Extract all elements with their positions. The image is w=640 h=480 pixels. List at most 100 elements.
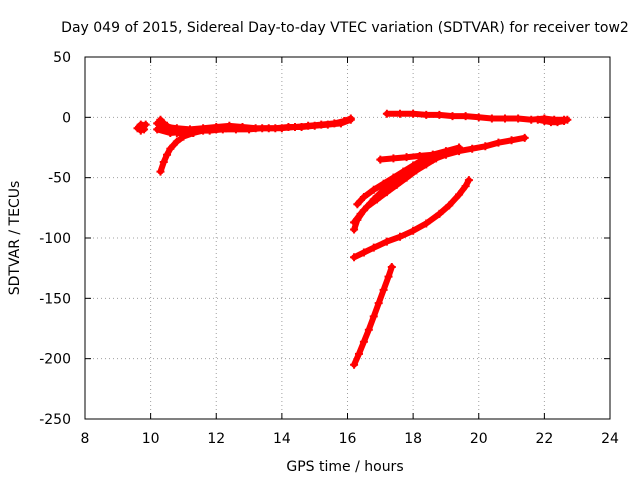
data-point — [507, 136, 516, 145]
x-tick-label: 12 — [207, 431, 225, 447]
data-point — [422, 219, 431, 228]
data-point — [159, 157, 168, 166]
data-point — [199, 126, 208, 135]
data-point — [310, 121, 319, 130]
x-tick-label: 18 — [404, 431, 422, 447]
data-point — [382, 188, 391, 197]
data-point — [409, 226, 418, 235]
data-point — [455, 190, 464, 199]
data-point — [464, 176, 473, 185]
series-track-7 — [533, 115, 569, 127]
data-point — [415, 151, 424, 160]
data-point — [163, 150, 172, 159]
series-track-5 — [156, 115, 198, 138]
data-point — [514, 114, 523, 123]
series-trace — [351, 155, 440, 226]
series-track-10 — [350, 154, 441, 227]
x-tick-label: 22 — [535, 431, 553, 447]
data-point — [374, 299, 383, 308]
data-point — [156, 167, 165, 176]
grid-lines — [85, 57, 610, 419]
series-track-13 — [350, 262, 396, 369]
data-point — [409, 109, 418, 118]
data-point — [445, 201, 454, 210]
data-point — [369, 312, 378, 321]
data-point — [501, 114, 509, 123]
data-point — [396, 109, 404, 118]
data-point — [350, 218, 359, 227]
data-point — [461, 182, 470, 191]
data-point — [136, 126, 145, 135]
data-point — [369, 243, 378, 252]
data-point — [412, 166, 421, 175]
x-tick-label: 20 — [470, 431, 488, 447]
data-point — [448, 112, 457, 121]
series-track-1 — [133, 120, 150, 135]
data-point — [258, 124, 267, 133]
y-tick-label: 50 — [53, 50, 71, 66]
data-point — [461, 112, 470, 121]
data-point — [323, 120, 332, 129]
data-point — [435, 110, 444, 119]
chart-title: Day 049 of 2015, Sidereal Day-to-day VTE… — [61, 20, 629, 36]
data-point — [350, 253, 359, 262]
data-point — [422, 110, 431, 119]
data-point — [520, 133, 529, 142]
x-tick-label: 10 — [142, 431, 160, 447]
x-tick-label: 8 — [81, 431, 90, 447]
data-point — [409, 161, 418, 170]
data-point — [428, 150, 437, 159]
data-point — [359, 248, 368, 257]
data-point — [540, 116, 549, 125]
data-point — [441, 148, 450, 157]
data-point — [212, 125, 221, 134]
data-point — [189, 129, 198, 138]
data-point — [553, 118, 562, 127]
data-point — [245, 125, 254, 134]
data-point — [346, 115, 355, 124]
axis-ticks: 8 10 12 14 16 18 20 22 24 -250 -200 -150 -100 -50 0 50 — [39, 50, 619, 447]
data-point — [379, 179, 388, 188]
series-track-12 — [350, 176, 473, 262]
series-track-8 — [350, 133, 529, 234]
data-point — [392, 180, 401, 189]
data-point — [387, 262, 396, 271]
series-trace — [157, 125, 230, 175]
data-point — [402, 153, 411, 162]
data-point — [350, 360, 359, 369]
data-point — [379, 285, 388, 294]
data-point — [359, 192, 368, 201]
data-point — [166, 144, 175, 153]
data-point — [455, 143, 464, 152]
y-tick-label: -200 — [39, 352, 71, 368]
x-tick-label: 14 — [273, 431, 291, 447]
data-point — [468, 144, 477, 153]
y-tick-label: -250 — [39, 412, 71, 428]
y-axis-label: SDTVAR / TECUs — [7, 181, 23, 296]
data-point — [382, 237, 391, 246]
series-track-11 — [376, 148, 450, 164]
data-point — [494, 138, 503, 147]
data-point — [141, 120, 150, 129]
data-point — [350, 225, 359, 234]
data-point — [560, 116, 569, 125]
data-point — [297, 122, 306, 131]
data-point — [179, 129, 188, 138]
data-point — [271, 124, 280, 133]
data-point — [172, 137, 181, 146]
data-point — [382, 109, 391, 118]
data-point — [363, 202, 372, 211]
data-point — [533, 115, 542, 124]
data-point — [369, 185, 378, 194]
data-point — [284, 122, 293, 131]
data-point — [399, 167, 408, 176]
data-point — [354, 349, 363, 358]
data-point — [222, 124, 231, 133]
data-point — [422, 160, 431, 169]
data-point — [389, 154, 398, 163]
data-point — [153, 125, 162, 134]
data-point — [336, 119, 345, 128]
data-point — [389, 173, 398, 182]
data-point — [356, 209, 365, 218]
